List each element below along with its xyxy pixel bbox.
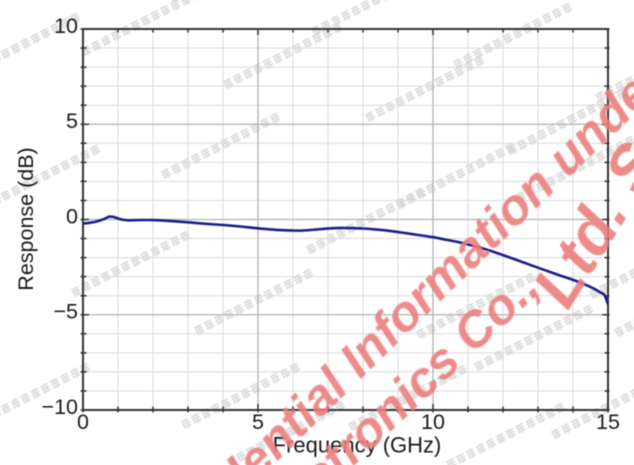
svg-text:−5: −5 (53, 300, 78, 324)
svg-text:Frequency (GHz): Frequency (GHz) (273, 433, 442, 458)
svg-text:10: 10 (421, 410, 445, 434)
svg-text:0: 0 (77, 410, 89, 434)
svg-text:−10: −10 (42, 395, 79, 419)
svg-text:5: 5 (66, 109, 78, 133)
svg-text:Response (dB): Response (dB) (14, 147, 38, 290)
svg-text:10: 10 (54, 14, 78, 38)
svg-text:0: 0 (66, 205, 78, 229)
svg-text:5: 5 (252, 410, 264, 434)
svg-text:15: 15 (596, 410, 620, 434)
